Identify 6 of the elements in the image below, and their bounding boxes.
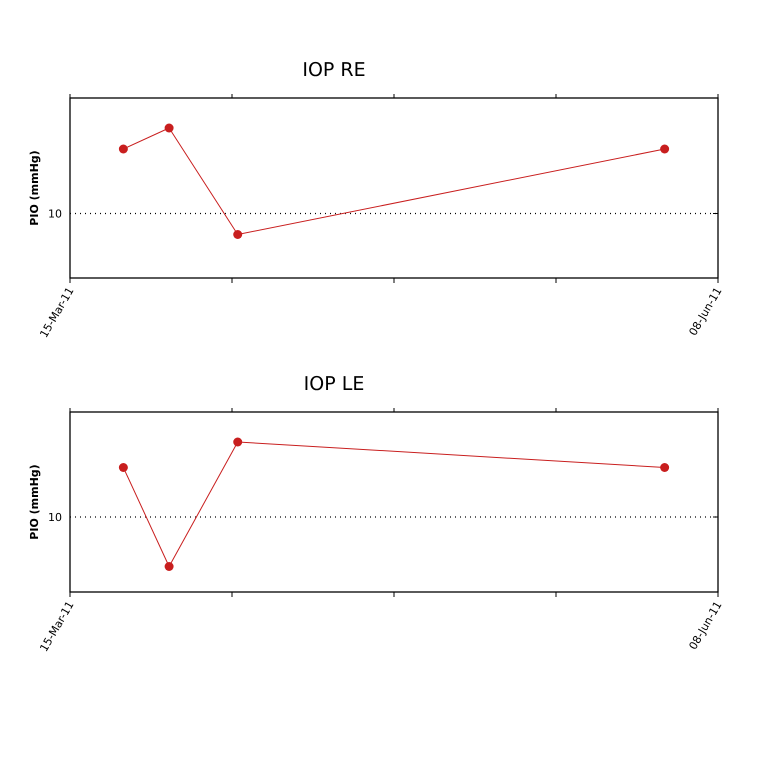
y-axis-title: PIO (mmHg) xyxy=(28,464,41,540)
text: 10 xyxy=(48,511,62,524)
chart-title: IOP RE xyxy=(302,59,366,81)
y-axis-title: PIO (mmHg) xyxy=(28,150,41,226)
text: 10 xyxy=(48,208,62,220)
chart-title: IOP LE xyxy=(304,373,364,395)
